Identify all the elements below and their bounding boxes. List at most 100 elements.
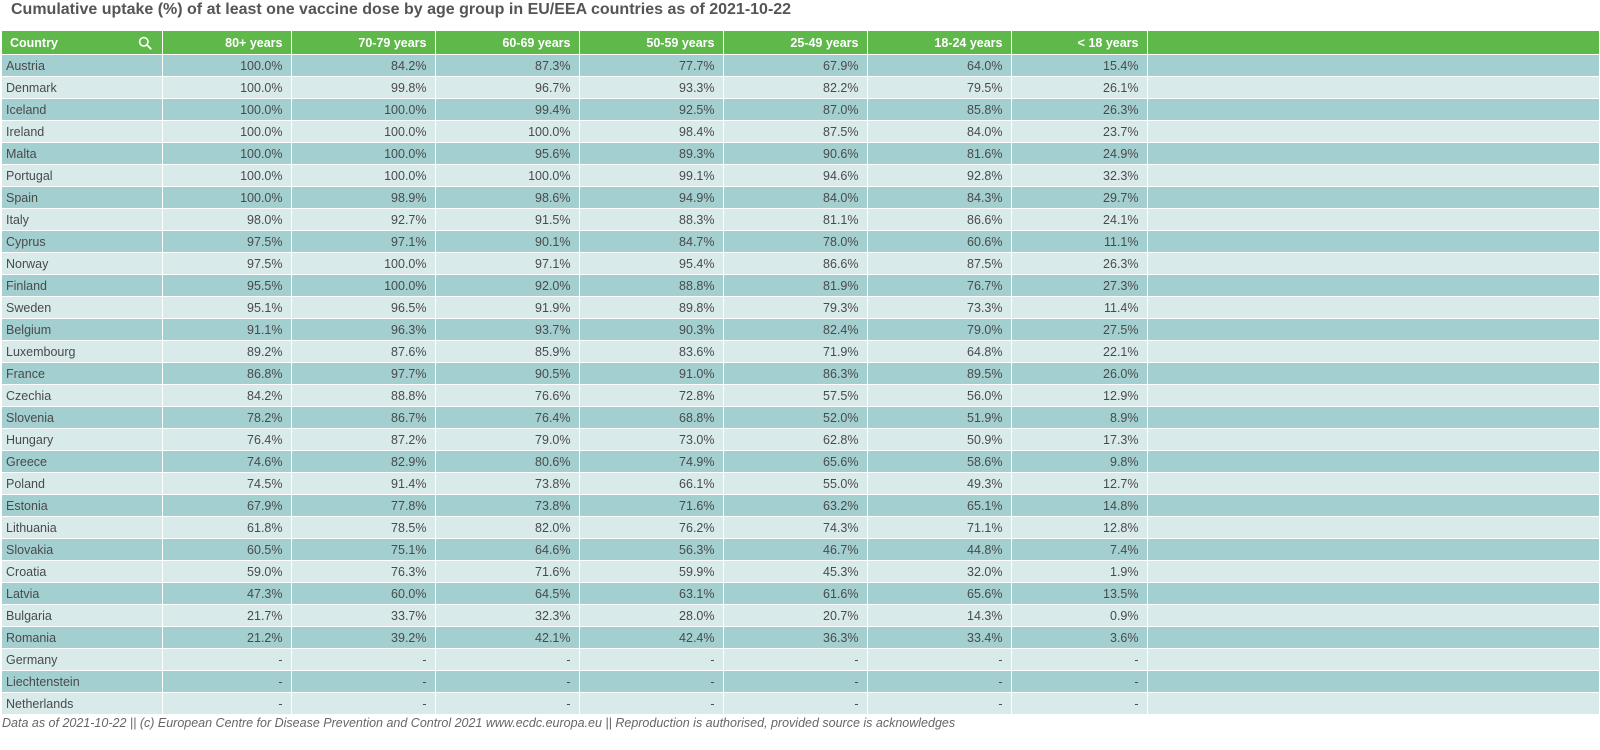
value-cell: 56.3% (579, 538, 724, 561)
value-cell: 82.9% (291, 450, 436, 473)
value-cell: 94.9% (579, 186, 724, 209)
value-cell: 57.5% (723, 384, 868, 407)
value-cell: 26.1% (1011, 76, 1148, 99)
table-row: Spain 100.0% 98.9% 98.6% 94.9% 84.0% 84.3% 29.7… (2, 186, 1599, 209)
value-cell: 74.3% (723, 516, 868, 539)
value-cell: 84.2% (162, 384, 292, 407)
value-cell: - (723, 670, 868, 693)
value-cell: 76.7% (867, 274, 1012, 297)
column-header-70-79[interactable]: 70-79 years (291, 31, 436, 55)
value-cell: 79.0% (867, 318, 1012, 341)
value-cell: 100.0% (291, 252, 436, 275)
table-row: Croatia 59.0% 76.3% 71.6% 59.9% 45.3% 32.0% 1.9… (2, 560, 1599, 583)
value-cell: 78.2% (162, 406, 292, 429)
country-cell: Denmark (2, 76, 163, 99)
country-cell: Greece (2, 450, 163, 473)
value-cell: 100.0% (162, 186, 292, 209)
value-cell: 90.5% (435, 362, 580, 385)
value-cell: - (162, 670, 292, 693)
country-cell: Austria (2, 54, 163, 77)
filler-cell (1147, 230, 1599, 253)
country-cell: Ireland (2, 120, 163, 143)
value-cell: 100.0% (162, 76, 292, 99)
value-cell: 1.9% (1011, 560, 1148, 583)
value-cell: 14.3% (867, 604, 1012, 627)
filler-cell (1147, 54, 1599, 77)
value-cell: 97.1% (435, 252, 580, 275)
country-cell: Norway (2, 252, 163, 275)
value-cell: 64.5% (435, 582, 580, 605)
filler-cell (1147, 98, 1599, 121)
table-row: Luxembourg 89.2% 87.6% 85.9% 83.6% 71.9% 64.8%… (2, 340, 1599, 363)
column-header-country[interactable]: Country (2, 31, 163, 55)
value-cell: 98.4% (579, 120, 724, 143)
uptake-table-container: Country 80+ years 70-79 years 60-69 year… (2, 31, 1599, 714)
country-cell: Liechtenstein (2, 670, 163, 693)
value-cell: 83.6% (579, 340, 724, 363)
value-cell: 84.3% (867, 186, 1012, 209)
value-cell: 91.4% (291, 472, 436, 495)
table-body: Austria 100.0% 84.2% 87.3% 77.7% 67.9% 64.0% 15… (2, 54, 1599, 714)
value-cell: 60.0% (291, 582, 436, 605)
uptake-table: Country 80+ years 70-79 years 60-69 year… (2, 31, 1599, 714)
value-cell: 72.8% (579, 384, 724, 407)
value-cell: 100.0% (291, 274, 436, 297)
value-cell: - (162, 648, 292, 671)
value-cell: 9.8% (1011, 450, 1148, 473)
value-cell: 87.0% (723, 98, 868, 121)
value-cell: 65.1% (867, 494, 1012, 517)
column-header-under-18[interactable]: < 18 years (1011, 31, 1148, 55)
column-header-80-plus[interactable]: 80+ years (162, 31, 292, 55)
value-cell: 89.8% (579, 296, 724, 319)
filler-cell (1147, 538, 1599, 561)
column-header-60-69[interactable]: 60-69 years (435, 31, 580, 55)
value-cell: 95.1% (162, 296, 292, 319)
column-header-18-24[interactable]: 18-24 years (867, 31, 1012, 55)
filler-cell (1147, 274, 1599, 297)
value-cell: 15.4% (1011, 54, 1148, 77)
value-cell: 100.0% (435, 164, 580, 187)
value-cell: 13.5% (1011, 582, 1148, 605)
value-cell: - (867, 670, 1012, 693)
value-cell: - (291, 648, 436, 671)
value-cell: 22.1% (1011, 340, 1148, 363)
column-header-label: Country (10, 35, 58, 50)
value-cell: 39.2% (291, 626, 436, 649)
filler-cell (1147, 296, 1599, 319)
table-row: Malta 100.0% 100.0% 95.6% 89.3% 90.6% 81.6% 24.… (2, 142, 1599, 165)
value-cell: 62.8% (723, 428, 868, 451)
value-cell: 26.0% (1011, 362, 1148, 385)
table-row: Belgium 91.1% 96.3% 93.7% 90.3% 82.4% 79.0% 27.… (2, 318, 1599, 341)
value-cell: 88.3% (579, 208, 724, 231)
value-cell: 60.6% (867, 230, 1012, 253)
table-row: Liechtenstein - - - - - - - (2, 670, 1599, 693)
value-cell: 92.8% (867, 164, 1012, 187)
value-cell: 99.8% (291, 76, 436, 99)
table-row: Ireland 100.0% 100.0% 100.0% 98.4% 87.5% 84.0%… (2, 120, 1599, 143)
value-cell: 12.9% (1011, 384, 1148, 407)
column-header-filler (1147, 31, 1599, 55)
table-row: Sweden 95.1% 96.5% 91.9% 89.8% 79.3% 73.3% 11.4… (2, 296, 1599, 319)
value-cell: 12.8% (1011, 516, 1148, 539)
value-cell: 7.4% (1011, 538, 1148, 561)
column-header-25-49[interactable]: 25-49 years (723, 31, 868, 55)
value-cell: 89.2% (162, 340, 292, 363)
value-cell: 92.7% (291, 208, 436, 231)
value-cell: 76.4% (162, 428, 292, 451)
value-cell: 92.0% (435, 274, 580, 297)
value-cell: - (291, 692, 436, 714)
search-icon[interactable] (138, 36, 152, 50)
value-cell: 76.2% (579, 516, 724, 539)
value-cell: 81.9% (723, 274, 868, 297)
value-cell: 61.8% (162, 516, 292, 539)
country-cell: Portugal (2, 164, 163, 187)
table-row: Iceland 100.0% 100.0% 99.4% 92.5% 87.0% 85.8% 2… (2, 98, 1599, 121)
value-cell: 87.2% (291, 428, 436, 451)
value-cell: 74.6% (162, 450, 292, 473)
value-cell: - (435, 692, 580, 714)
value-cell: 29.7% (1011, 186, 1148, 209)
column-header-50-59[interactable]: 50-59 years (579, 31, 724, 55)
table-header-row: Country 80+ years 70-79 years 60-69 year… (2, 31, 1599, 55)
value-cell: 24.9% (1011, 142, 1148, 165)
value-cell: 55.0% (723, 472, 868, 495)
